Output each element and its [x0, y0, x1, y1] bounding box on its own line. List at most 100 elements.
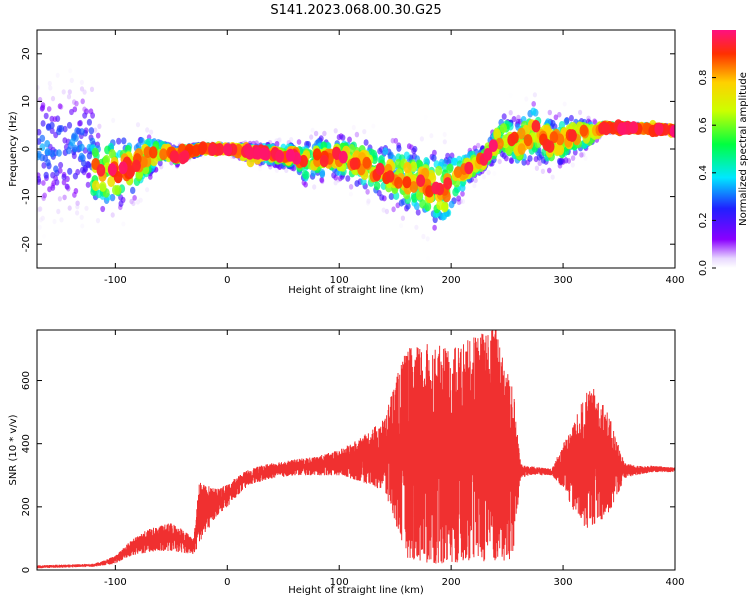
y-tick-label: 0	[21, 567, 32, 573]
snr-series	[37, 330, 675, 569]
spectral-point	[412, 145, 418, 153]
spectral-point	[41, 180, 46, 186]
spectral-point	[547, 109, 552, 116]
spectral-point	[116, 137, 122, 145]
spectral-point	[37, 85, 40, 91]
spectral-point	[88, 127, 95, 135]
spectral-point	[319, 154, 329, 168]
spectral-point	[421, 233, 426, 240]
spectral-point	[476, 142, 481, 149]
spectral-point	[419, 199, 427, 209]
spectral-point	[399, 223, 404, 229]
snr-xlabel: Height of straight line (km)	[288, 585, 424, 596]
spectral-point	[371, 155, 378, 165]
spectral-point	[95, 132, 101, 139]
spectral-point	[86, 152, 93, 160]
x-tick-label: 400	[665, 577, 684, 588]
spectral-point	[118, 200, 124, 207]
spectral-point	[91, 180, 100, 192]
spectral-point	[107, 163, 117, 176]
spectral-point	[371, 123, 376, 129]
spectral-point	[426, 255, 431, 261]
spectral-point	[425, 236, 430, 242]
x-tick-label: 200	[442, 275, 461, 286]
spectral-point	[82, 112, 88, 119]
spectral-point	[403, 151, 410, 160]
spectral-point	[100, 205, 106, 213]
spectral-point	[431, 181, 441, 195]
spectral-point	[453, 166, 463, 179]
spectral-point	[563, 157, 569, 164]
spectral-point	[460, 190, 465, 197]
x-tick-label: -100	[104, 577, 127, 588]
spectral-point	[40, 215, 45, 221]
spectral-point	[415, 209, 421, 216]
spectral-point	[545, 140, 555, 153]
spectral-point	[118, 161, 128, 175]
spectral-point	[284, 167, 289, 173]
spectral-point	[349, 157, 359, 170]
y-tick-label: 20	[21, 47, 32, 60]
spectral-point	[43, 171, 49, 179]
spectrogram-dots	[37, 68, 675, 261]
spectral-point	[570, 162, 575, 168]
spectral-point	[501, 152, 507, 159]
spectral-point	[40, 104, 46, 111]
spectral-point	[85, 181, 91, 188]
spectral-point	[67, 89, 72, 95]
spectral-point	[570, 155, 576, 161]
spectral-point	[135, 122, 141, 128]
spectral-point	[82, 89, 87, 95]
spectral-point	[375, 162, 385, 176]
spectral-point	[97, 123, 102, 129]
spectral-point	[669, 124, 675, 138]
spectral-point	[336, 134, 342, 141]
spectral-point	[617, 122, 627, 136]
spectral-point	[56, 149, 62, 157]
spectral-point	[493, 129, 502, 140]
spectral-point	[72, 144, 78, 153]
spectral-point	[79, 86, 85, 92]
spectral-point	[310, 127, 315, 133]
spectral-point	[351, 124, 356, 131]
spectral-point	[508, 157, 514, 164]
spectral-point	[74, 127, 80, 135]
spectral-point	[473, 177, 478, 183]
spectral-point	[333, 180, 338, 186]
spectral-point	[563, 117, 570, 126]
spectral-point	[135, 199, 140, 205]
spectral-point	[223, 143, 233, 156]
spectral-point	[109, 193, 116, 202]
spectral-point	[48, 85, 53, 91]
spectral-point	[486, 170, 491, 176]
spectral-point	[579, 152, 584, 158]
spectral-point	[85, 172, 91, 179]
spectral-point	[42, 192, 47, 199]
spectral-point	[436, 199, 444, 211]
spectral-point	[601, 122, 611, 136]
spectral-point	[450, 157, 457, 166]
colorbar-gradient	[712, 30, 736, 268]
spectral-point	[44, 140, 51, 148]
spectral-point	[55, 72, 60, 78]
x-tick-label: -100	[104, 275, 127, 286]
spectral-point	[56, 208, 61, 215]
spectral-point	[340, 134, 346, 141]
spectral-point	[72, 172, 78, 180]
spectral-point	[108, 149, 116, 159]
colorbar-label: Normalized spectral amplitude	[738, 72, 749, 226]
y-tick-label: 10	[21, 95, 32, 108]
spectral-point	[435, 165, 443, 176]
spectral-point	[322, 130, 327, 137]
spectral-point	[121, 137, 127, 145]
spectral-point	[547, 167, 552, 174]
spectral-point	[319, 169, 326, 177]
spectral-point	[394, 176, 403, 189]
spectral-point	[78, 119, 83, 127]
spectral-point	[394, 158, 402, 169]
colorbar-tick-label: 0.0	[698, 260, 709, 276]
x-tick-label: 100	[330, 275, 349, 286]
spectral-point	[69, 108, 74, 116]
spectral-point	[629, 121, 639, 134]
